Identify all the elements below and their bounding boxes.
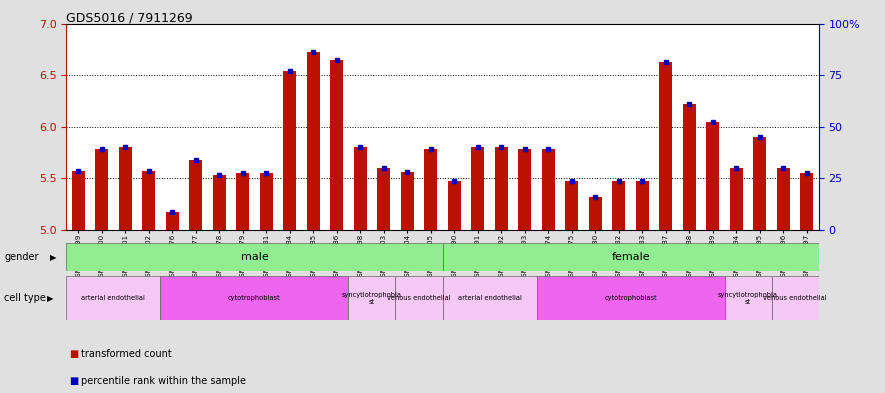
Bar bbox=[160, 276, 349, 320]
Bar bbox=[259, 173, 273, 230]
Text: venous endothelial: venous endothelial bbox=[387, 295, 450, 301]
Bar bbox=[753, 137, 766, 230]
Bar bbox=[377, 168, 390, 230]
Bar bbox=[772, 276, 819, 320]
Bar bbox=[542, 149, 555, 230]
Bar bbox=[212, 175, 226, 230]
Bar bbox=[683, 104, 696, 230]
Bar bbox=[236, 173, 250, 230]
Bar bbox=[307, 52, 319, 230]
Bar bbox=[800, 173, 813, 230]
Bar bbox=[142, 171, 155, 230]
Bar bbox=[283, 71, 296, 230]
Text: cell type: cell type bbox=[4, 293, 46, 303]
Bar bbox=[189, 160, 202, 230]
Text: venous endothelial: venous endothelial bbox=[763, 295, 827, 301]
Text: ▶: ▶ bbox=[50, 253, 56, 261]
Bar bbox=[349, 276, 396, 320]
Bar bbox=[66, 276, 160, 320]
Text: syncytiotrophobla
st: syncytiotrophobla st bbox=[342, 292, 402, 305]
Text: GDS5016 / 7911269: GDS5016 / 7911269 bbox=[66, 12, 193, 25]
Bar bbox=[589, 197, 602, 230]
Bar bbox=[495, 147, 508, 230]
Bar bbox=[536, 276, 725, 320]
Bar bbox=[730, 168, 743, 230]
Bar bbox=[424, 149, 437, 230]
Bar bbox=[442, 276, 536, 320]
Text: cytotrophoblast: cytotrophoblast bbox=[228, 295, 281, 301]
Bar bbox=[442, 243, 819, 271]
Bar bbox=[519, 149, 531, 230]
Bar bbox=[354, 147, 366, 230]
Bar bbox=[165, 212, 179, 230]
Bar bbox=[72, 171, 85, 230]
Text: percentile rank within the sample: percentile rank within the sample bbox=[81, 376, 246, 386]
Bar bbox=[472, 147, 484, 230]
Text: transformed count: transformed count bbox=[81, 349, 173, 359]
Bar bbox=[330, 60, 343, 230]
Bar bbox=[66, 243, 442, 271]
Bar bbox=[659, 62, 673, 230]
Text: male: male bbox=[241, 252, 268, 262]
Bar bbox=[448, 182, 461, 230]
Bar bbox=[119, 147, 132, 230]
Bar bbox=[612, 182, 626, 230]
Text: ■: ■ bbox=[69, 349, 78, 359]
Text: female: female bbox=[612, 252, 650, 262]
Text: arterial endothelial: arterial endothelial bbox=[458, 295, 521, 301]
Bar bbox=[635, 182, 649, 230]
Bar bbox=[725, 276, 772, 320]
Bar bbox=[706, 121, 720, 230]
Text: gender: gender bbox=[4, 252, 39, 262]
Text: cytotrophoblast: cytotrophoblast bbox=[604, 295, 657, 301]
Text: syncytiotrophobla
st: syncytiotrophobla st bbox=[718, 292, 778, 305]
Bar bbox=[396, 276, 442, 320]
Bar bbox=[96, 149, 108, 230]
Text: ▶: ▶ bbox=[47, 294, 53, 303]
Bar bbox=[777, 168, 789, 230]
Bar bbox=[566, 182, 578, 230]
Text: ■: ■ bbox=[69, 376, 78, 386]
Bar bbox=[401, 172, 413, 230]
Text: arterial endothelial: arterial endothelial bbox=[81, 295, 145, 301]
